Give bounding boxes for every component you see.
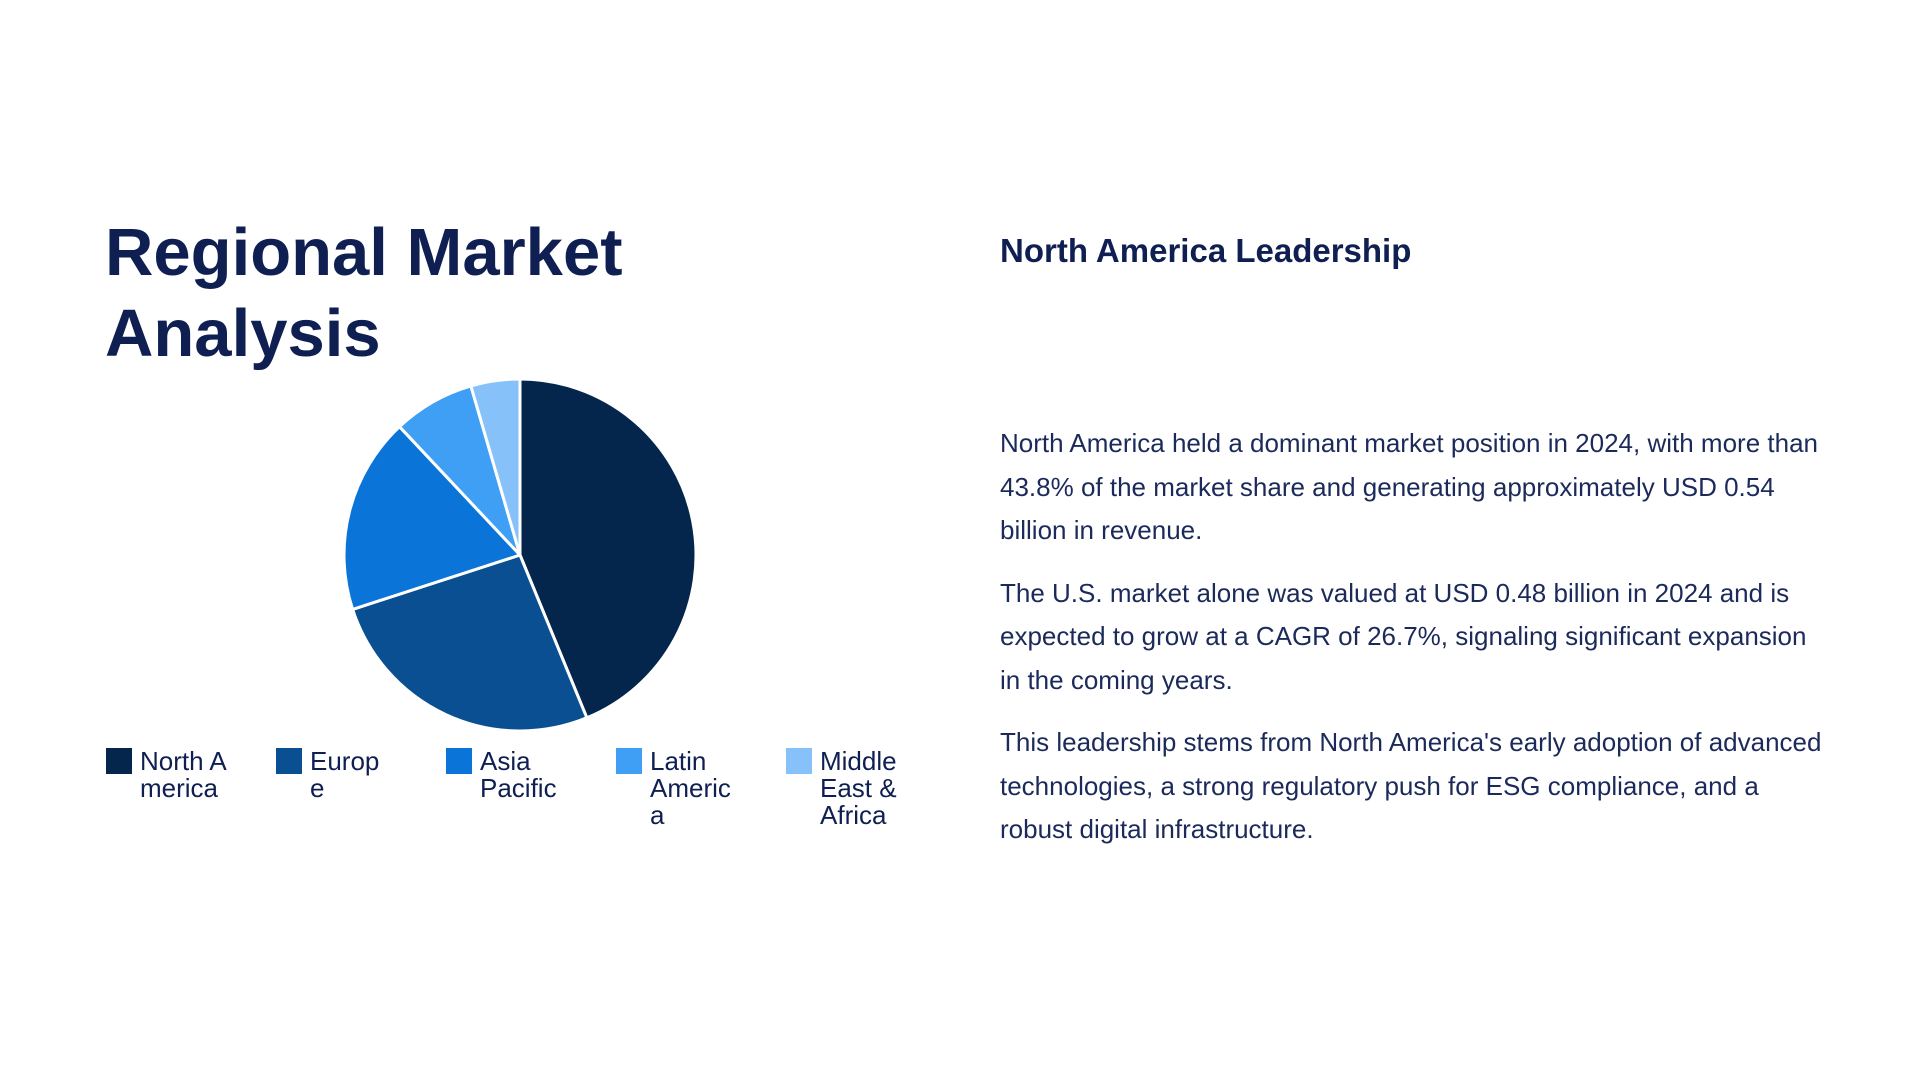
chart-legend: North America Europe Asia Pacific Latin … — [106, 748, 956, 868]
legend-swatch — [106, 748, 132, 774]
paragraph-leadership-drivers: This leadership stems from North America… — [1000, 727, 1822, 844]
legend-label: Middle East & Africa — [820, 746, 897, 830]
pie-slice-latin-america — [398, 384, 522, 557]
legend-swatch — [446, 748, 472, 774]
legend-swatch — [786, 748, 812, 774]
legend-label: Europe — [310, 746, 380, 803]
pie-slice-middle-east-africa — [469, 377, 522, 557]
legend-label: Latin America — [650, 746, 731, 830]
pie-chart — [342, 377, 698, 733]
pie-slice-europe — [351, 553, 589, 733]
legend-label: North America — [140, 746, 227, 803]
legend-swatch — [276, 748, 302, 774]
paragraph-us-market: The U.S. market alone was valued at USD … — [1000, 577, 1807, 695]
body-text: North America held a dominant market pos… — [1000, 422, 1830, 871]
legend-swatch — [616, 748, 642, 774]
pie-slices — [342, 377, 698, 733]
legend-label: Asia Pacific — [480, 746, 557, 803]
section-heading: North America Leadership — [1000, 232, 1412, 269]
paragraph-market-position: North America held a dominant market pos… — [1000, 428, 1818, 545]
pie-slice-north-america — [518, 377, 698, 720]
slide-title: Regional Market Analysis — [105, 215, 623, 371]
pie-slice-asia-pacific — [342, 425, 522, 611]
